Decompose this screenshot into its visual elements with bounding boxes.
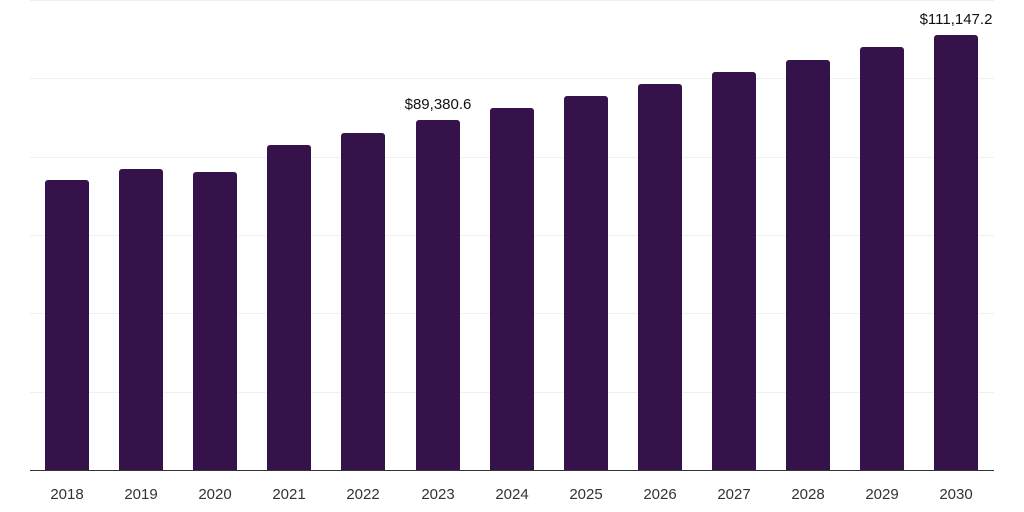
- x-tick-label: 2027: [717, 486, 751, 503]
- gridline: [30, 78, 994, 79]
- bar-2019[interactable]: [119, 169, 163, 470]
- bar-2024[interactable]: [490, 108, 534, 470]
- bar-2030[interactable]: [934, 35, 978, 470]
- gridline: [30, 0, 994, 1]
- bar-2018[interactable]: [45, 180, 89, 470]
- bar-2029[interactable]: [860, 47, 904, 470]
- x-tick-label: 2024: [495, 486, 529, 503]
- bar-2022[interactable]: [341, 133, 385, 470]
- x-tick-label: 2019: [124, 486, 158, 503]
- x-axis-line: [30, 470, 994, 471]
- x-tick-label: 2028: [791, 486, 825, 503]
- bar-2028[interactable]: [786, 60, 830, 470]
- x-tick-label: 2026: [643, 486, 677, 503]
- x-tick-label: 2020: [198, 486, 232, 503]
- x-tick-label: 2022: [346, 486, 380, 503]
- x-tick-label: 2030: [939, 486, 973, 503]
- x-tick-label: 2025: [569, 486, 603, 503]
- bar-2021[interactable]: [267, 145, 311, 470]
- x-tick-label: 2029: [865, 486, 899, 503]
- bar-2020[interactable]: [193, 172, 237, 470]
- x-tick-label: 2018: [50, 486, 84, 503]
- data-label: $89,380.6: [404, 96, 472, 113]
- x-tick-label: 2021: [272, 486, 306, 503]
- bar-2023[interactable]: [416, 120, 460, 470]
- bar-2027[interactable]: [712, 72, 756, 470]
- bar-2025[interactable]: [564, 96, 608, 470]
- x-tick-label: 2023: [421, 486, 455, 503]
- bar-2026[interactable]: [638, 84, 682, 470]
- data-label: $111,147.2: [919, 11, 993, 28]
